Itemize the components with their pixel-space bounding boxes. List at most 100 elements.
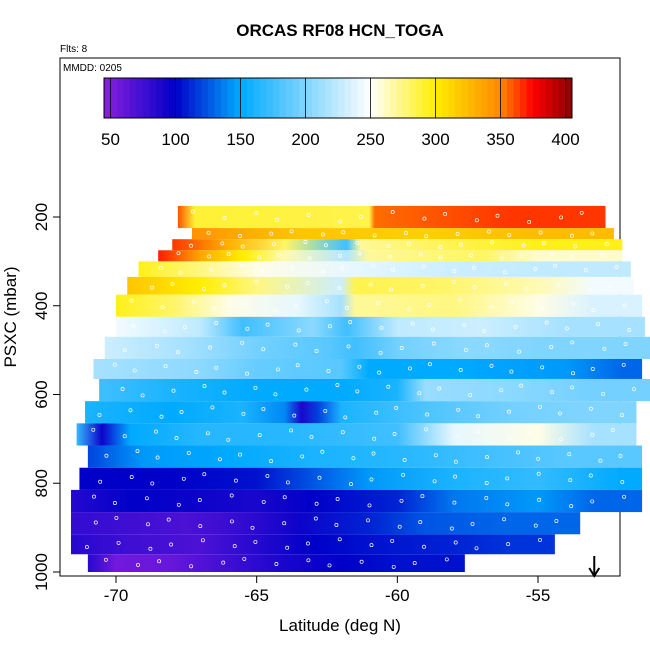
colorbar-cell: [182, 78, 189, 118]
sample-point: [590, 231, 595, 236]
sample-point: [432, 479, 437, 484]
sample-point: [408, 366, 412, 371]
colorbar-cell: [162, 78, 170, 118]
sample-point: [321, 269, 325, 274]
sample-point: [622, 303, 627, 308]
sample-point: [178, 270, 183, 275]
sample-point: [197, 498, 202, 503]
heatmap-layer: [85, 401, 637, 424]
x-tick-label: -65: [244, 586, 269, 605]
sample-point: [273, 392, 278, 397]
sample-point: [506, 542, 511, 547]
sample-point: [386, 244, 391, 249]
sample-point: [120, 387, 125, 391]
sample-point: [112, 362, 117, 367]
sample-point: [472, 265, 477, 270]
sample-point: [559, 215, 563, 220]
sample-point: [407, 241, 411, 246]
sample-point: [97, 412, 102, 417]
colorbar-cell: [448, 78, 456, 118]
colorbar-cell: [481, 78, 488, 118]
heatmap-layer: [79, 467, 643, 490]
sample-point: [313, 516, 318, 521]
sample-point: [222, 390, 227, 395]
colorbar-cell: [552, 78, 560, 118]
sample-point: [191, 300, 196, 305]
y-tick-label: 400: [32, 292, 51, 320]
sample-point: [242, 302, 247, 307]
sample-point: [209, 267, 214, 272]
colorbar-cell: [565, 78, 573, 118]
sample-point: [507, 435, 512, 440]
sample-point: [320, 449, 325, 454]
colorbar-cell: [123, 78, 131, 118]
sample-point: [359, 214, 363, 219]
sample-point: [519, 254, 524, 259]
colorbar-cell: [461, 78, 469, 118]
sample-point: [390, 210, 395, 215]
sample-point: [154, 343, 159, 348]
sample-point: [240, 244, 245, 249]
sample-point: [349, 482, 353, 487]
sample-point: [275, 367, 280, 372]
sample-point: [337, 286, 342, 291]
sample-point: [590, 367, 595, 371]
sample-point: [146, 522, 150, 527]
colorbar-cell: [130, 78, 137, 118]
heatmap-layer: [191, 228, 614, 240]
colorbar-cell: [422, 78, 430, 118]
sample-point: [371, 451, 376, 456]
y-tick-label: 200: [32, 203, 51, 231]
sample-point: [399, 498, 404, 503]
sample-point: [324, 299, 329, 304]
sample-point: [591, 308, 596, 313]
sample-point: [289, 428, 294, 433]
sample-point: [274, 217, 279, 222]
sample-point: [300, 454, 305, 459]
colorbar-cell: [539, 78, 547, 118]
sample-point: [533, 267, 538, 271]
sample-point: [163, 364, 168, 369]
sample-point: [590, 499, 595, 504]
sample-point: [93, 520, 98, 525]
sample-point: [166, 517, 171, 522]
sample-point: [282, 521, 287, 526]
sample-point: [614, 265, 619, 269]
sample-point: [194, 370, 199, 374]
colorbar-cell: [364, 78, 371, 118]
sample-point: [317, 475, 322, 480]
sample-point: [348, 320, 353, 324]
colorbar-cell: [292, 78, 300, 118]
sample-point: [189, 243, 193, 248]
sample-point: [402, 458, 407, 462]
sample-point: [433, 453, 438, 458]
sample-point: [292, 413, 297, 418]
sample-point: [567, 452, 572, 457]
sample-point: [424, 427, 428, 432]
sample-point: [550, 390, 555, 395]
sample-point: [424, 234, 429, 239]
sample-point: [135, 449, 140, 454]
sample-point: [420, 283, 425, 288]
colorbar-cell: [474, 78, 482, 118]
sample-point: [157, 559, 162, 564]
sample-point: [369, 543, 374, 548]
colorbar-tick-label: 200: [291, 130, 319, 149]
colorbar: [103, 77, 573, 119]
sample-point: [519, 383, 524, 388]
sample-point: [559, 437, 563, 442]
sample-point: [590, 432, 595, 437]
sample-point: [420, 494, 425, 499]
colorbar-cell: [266, 78, 274, 118]
x-axis-label: Latitude (deg N): [279, 616, 401, 635]
sample-point: [269, 459, 274, 464]
sample-point: [371, 263, 376, 268]
sample-point: [470, 521, 475, 526]
sample-point: [505, 502, 510, 507]
colorbar-cell: [208, 78, 215, 118]
sample-point: [601, 391, 606, 396]
heatmap-layer: [104, 336, 650, 359]
colorbar-cell: [175, 78, 183, 118]
colorbar-cell: [533, 78, 540, 118]
sample-point: [103, 557, 108, 562]
